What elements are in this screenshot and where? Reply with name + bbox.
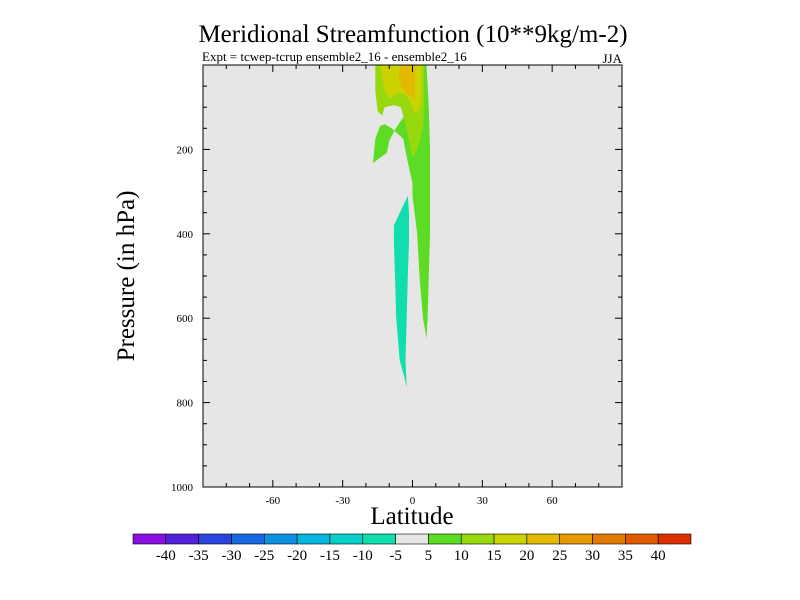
colorbar-swatch (198, 533, 232, 545)
colorbar-label: -10 (353, 548, 373, 564)
x-tick-label: 60 (547, 495, 559, 507)
colorbar-swatch (362, 533, 396, 545)
colorbar-label: -20 (287, 548, 307, 564)
y-tick-label: 800 (177, 398, 194, 410)
colorbar-label: -25 (254, 548, 274, 564)
colorbar-label: 30 (585, 548, 600, 564)
contour-regions (372, 65, 430, 388)
colorbar-swatch (657, 533, 692, 545)
colorbar-swatch (296, 533, 331, 545)
contour-region-positive-20-25 (398, 65, 415, 99)
colorbar-swatch (559, 533, 593, 545)
colorbar-swatch (493, 533, 528, 545)
y-tick-label: 1000 (171, 482, 194, 494)
colorbar-label: 10 (454, 548, 469, 564)
chart-title: Meridional Streamfunction (10**9kg/m-2) (198, 21, 627, 48)
x-tick-label: -30 (335, 495, 350, 507)
x-tick-label: 0 (410, 495, 416, 507)
colorbar-swatch (231, 533, 265, 545)
colorbar-label: -15 (320, 548, 340, 564)
y-axis-label: Pressure (in hPa) (113, 191, 140, 362)
colorbar-label: 5 (425, 548, 433, 564)
colorbar-swatch (460, 533, 495, 545)
colorbar-label: -40 (156, 548, 176, 564)
colorbar-swatch (329, 533, 364, 545)
x-tick-label: 30 (477, 495, 489, 507)
colorbar-label: 25 (552, 548, 567, 564)
colorbar-swatch (263, 533, 298, 545)
colorbar-label: 15 (487, 548, 502, 564)
colorbar-label: 40 (651, 548, 666, 564)
colorbar-swatch (526, 533, 561, 545)
chart-subtitle-right: JJA (602, 51, 622, 66)
axis-ticks: -60 -30 0 30 60 200 400 600 800 1000 (171, 65, 623, 507)
colorbar-label: -35 (189, 548, 209, 564)
colorbar-swatch (165, 533, 199, 545)
contour-region-negative-10-5 (393, 195, 409, 388)
colorbar: -40 -35 -30 -25 -20 -15 -10 -5 5 10 15 20 25 30 35 40 (132, 533, 692, 564)
x-tick-label: -60 (265, 495, 280, 507)
colorbar-swatch (132, 533, 167, 545)
colorbar-swatch (395, 533, 429, 545)
colorbar-swatch (592, 533, 626, 545)
colorbar-swatch (625, 533, 659, 545)
chart-subtitle-left: Expt = tcwep-tcrup ensemble2_16 - ensemb… (202, 49, 467, 64)
x-axis-label: Latitude (370, 503, 453, 530)
colorbar-label: 20 (519, 548, 534, 564)
y-tick-label: 200 (177, 144, 194, 156)
colorbar-label: 35 (618, 548, 633, 564)
colorbar-swatch (428, 533, 462, 545)
y-tick-label: 600 (177, 313, 194, 325)
colorbar-label: -5 (389, 548, 402, 564)
colorbar-label: -30 (221, 548, 241, 564)
y-tick-label: 400 (177, 229, 194, 241)
plot-frame (202, 64, 623, 488)
